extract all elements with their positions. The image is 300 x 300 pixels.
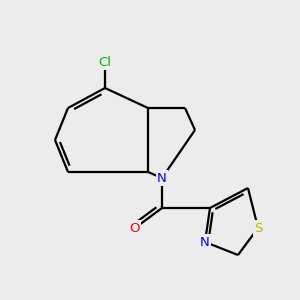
Text: Cl: Cl [98, 56, 112, 68]
Text: N: N [157, 172, 167, 184]
Text: N: N [200, 236, 210, 248]
Text: O: O [130, 221, 140, 235]
Text: S: S [254, 221, 262, 235]
